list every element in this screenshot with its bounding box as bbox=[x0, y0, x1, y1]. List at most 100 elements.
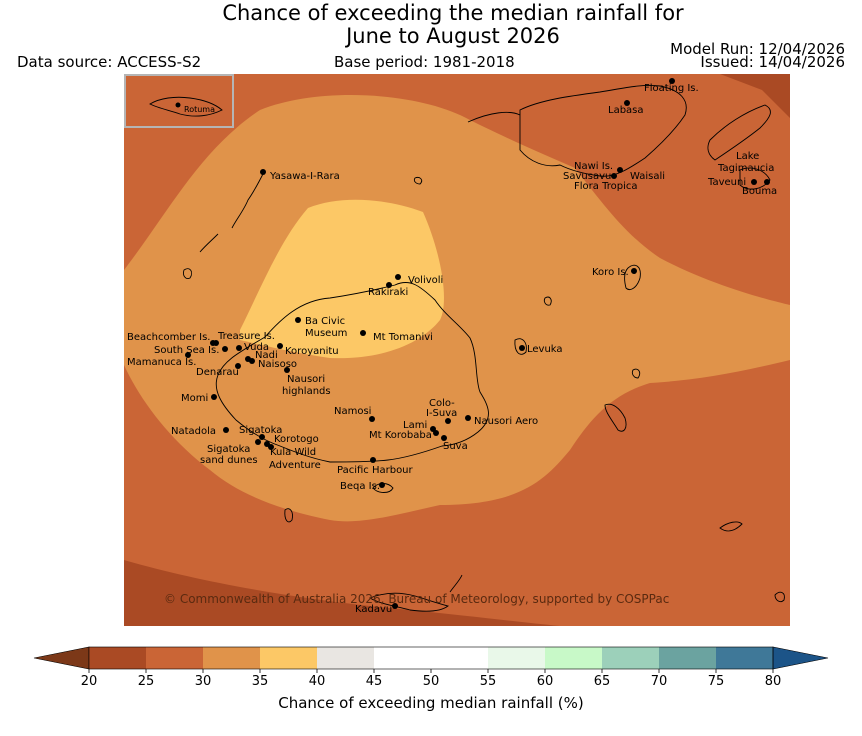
place-marker-taveuni bbox=[751, 179, 757, 185]
place-label-bouma: Bouma bbox=[742, 186, 777, 197]
place-marker-bouma bbox=[764, 179, 770, 185]
place-marker-labasa bbox=[624, 100, 630, 106]
place-marker-nausori-aero bbox=[465, 415, 471, 421]
vanua-levu-west-coast bbox=[467, 111, 521, 123]
taveuni-south-coast bbox=[739, 167, 771, 190]
place-label-lake: Lake bbox=[736, 151, 759, 162]
place-marker-mt-tomanivi bbox=[360, 330, 366, 336]
rotuma-inset: Rotuma bbox=[124, 74, 234, 128]
colorbar-tick-30: 30 bbox=[195, 674, 212, 689]
place-label-waisali: Waisali bbox=[630, 171, 665, 182]
inset-frame bbox=[124, 74, 234, 128]
place-label-mt-tomanivi: Mt Tomanivi bbox=[373, 332, 433, 343]
place-label-kadavu: Kadavu bbox=[355, 604, 392, 615]
place-marker-koro-is bbox=[631, 268, 637, 274]
place-marker-i-suva bbox=[445, 418, 451, 424]
colorbar-tick-75: 75 bbox=[708, 674, 725, 689]
islet-north-1 bbox=[413, 177, 423, 185]
place-label-nausori: Nausori bbox=[287, 374, 325, 385]
place-label-natadola: Natadola bbox=[171, 426, 216, 437]
place-marker-kadavu bbox=[392, 603, 398, 609]
yasawa-chain bbox=[231, 169, 266, 229]
band-30-35 bbox=[124, 95, 790, 522]
colorbar-segment-50-55 bbox=[431, 647, 488, 669]
place-label-treasure-is: Treasure Is. bbox=[217, 331, 275, 342]
place-marker-south-sea-is bbox=[222, 346, 228, 352]
vatulele-coast bbox=[284, 508, 293, 523]
taveuni-coast bbox=[707, 104, 771, 161]
place-marker-beqa-is bbox=[379, 482, 385, 488]
place-marker-mamanuca-is bbox=[185, 352, 191, 358]
place-label-ba-civic: Ba Civic bbox=[305, 316, 345, 327]
place-label-levuka: Levuka bbox=[527, 344, 563, 355]
place-label-sigatoka: Sigatoka bbox=[207, 444, 250, 455]
base-period-label: Base period: 1981-2018 bbox=[334, 53, 515, 71]
place-marker-sigatoka bbox=[259, 434, 265, 440]
colorbar-label: Chance of exceeding median rainfall (%) bbox=[278, 694, 583, 712]
place-marker-mt-korobaba bbox=[433, 430, 439, 436]
viti-levu-coast bbox=[215, 281, 489, 463]
colorbar-under-arrow bbox=[33, 646, 90, 670]
place-marker-yasawa-i-rara bbox=[260, 169, 266, 175]
place-marker-vuda bbox=[236, 345, 242, 351]
place-label-koroyanitu: Koroyanitu bbox=[285, 346, 339, 357]
place-marker-denarau bbox=[235, 363, 241, 369]
place-marker-namosi bbox=[369, 416, 375, 422]
place-label-i-suva: I-Suva bbox=[426, 408, 457, 419]
place-marker-momi bbox=[211, 394, 217, 400]
place-marker-volivoli bbox=[395, 274, 401, 280]
colorbar-segment-65-70 bbox=[602, 647, 659, 669]
place-marker-kula-wild bbox=[268, 444, 274, 450]
place-label-beachcomber-is: Beachcomber Is. bbox=[127, 332, 210, 343]
place-label-museum: Museum bbox=[305, 328, 347, 339]
data-source-label: Data source: ACCESS-S2 bbox=[17, 53, 202, 71]
colorbar-segment-55-60 bbox=[488, 647, 545, 669]
title-line-1: Chance of exceeding the median rainfall … bbox=[222, 1, 684, 25]
islet-west-1 bbox=[183, 268, 193, 279]
islet-east-2 bbox=[631, 368, 641, 379]
band-20-25-south bbox=[124, 560, 560, 626]
place-label-taveuni: Taveuni bbox=[707, 177, 746, 188]
place-label-mamanuca-is: Mamanuca Is. bbox=[127, 357, 196, 368]
place-label-volivoli: Volivoli bbox=[408, 275, 443, 286]
rotuma-marker bbox=[175, 102, 181, 108]
colorbar-segment-20-25 bbox=[89, 647, 146, 669]
lau-islet-2 bbox=[719, 521, 743, 532]
yasawa-south-chain bbox=[199, 233, 219, 253]
place-label-tagimaucia: Tagimaucia bbox=[717, 163, 774, 174]
issued-label: Issued: 14/04/2026 bbox=[700, 53, 845, 71]
colorbar-tick-45: 45 bbox=[366, 674, 383, 689]
colorbar-tick-55: 55 bbox=[480, 674, 497, 689]
band-20-25-northeast bbox=[720, 74, 790, 118]
place-label-lami: Lami bbox=[403, 420, 427, 431]
place-marker-savusavu bbox=[611, 173, 617, 179]
place-label-sand-dunes: sand dunes bbox=[200, 455, 258, 466]
place-marker-natadola bbox=[223, 427, 229, 433]
place-label-suva: Suva bbox=[443, 441, 468, 452]
model-run-label: Model Run: 12/04/2026 bbox=[670, 40, 845, 58]
place-marker-levuka bbox=[519, 345, 525, 351]
chart-title: Chance of exceeding the median rainfall … bbox=[0, 2, 862, 48]
place-marker-pacific-harbour bbox=[370, 457, 376, 463]
colorbar-segment-25-30 bbox=[146, 647, 203, 669]
colorbar-segment-35-40 bbox=[260, 647, 317, 669]
place-marker-koroyanitu bbox=[277, 343, 283, 349]
beqa-coast bbox=[372, 483, 394, 493]
vanua-levu-coast bbox=[519, 85, 687, 177]
place-label-yasawa-i-rara: Yasawa-I-Rara bbox=[269, 171, 340, 182]
colorbar-tick-35: 35 bbox=[252, 674, 269, 689]
colorbar-tick-40: 40 bbox=[309, 674, 326, 689]
colorbar-segment-70-75 bbox=[659, 647, 716, 669]
place-label-denarau: Denarau bbox=[196, 367, 239, 378]
place-marker-rakiraki bbox=[386, 282, 392, 288]
copyright-text: © Commonwealth of Australia 2026, Bureau… bbox=[164, 592, 669, 606]
band-35-40 bbox=[240, 199, 444, 359]
place-label-colo: Colo- bbox=[429, 398, 455, 409]
colorbar-segment-75-80 bbox=[716, 647, 773, 669]
colorbar-tick-80: 80 bbox=[765, 674, 782, 689]
place-marker-ba-civic bbox=[295, 317, 301, 323]
kadavu-north-reef bbox=[449, 574, 463, 593]
place-label-rakiraki: Rakiraki bbox=[368, 287, 408, 298]
place-label-naisoso: Naisoso bbox=[258, 359, 297, 370]
